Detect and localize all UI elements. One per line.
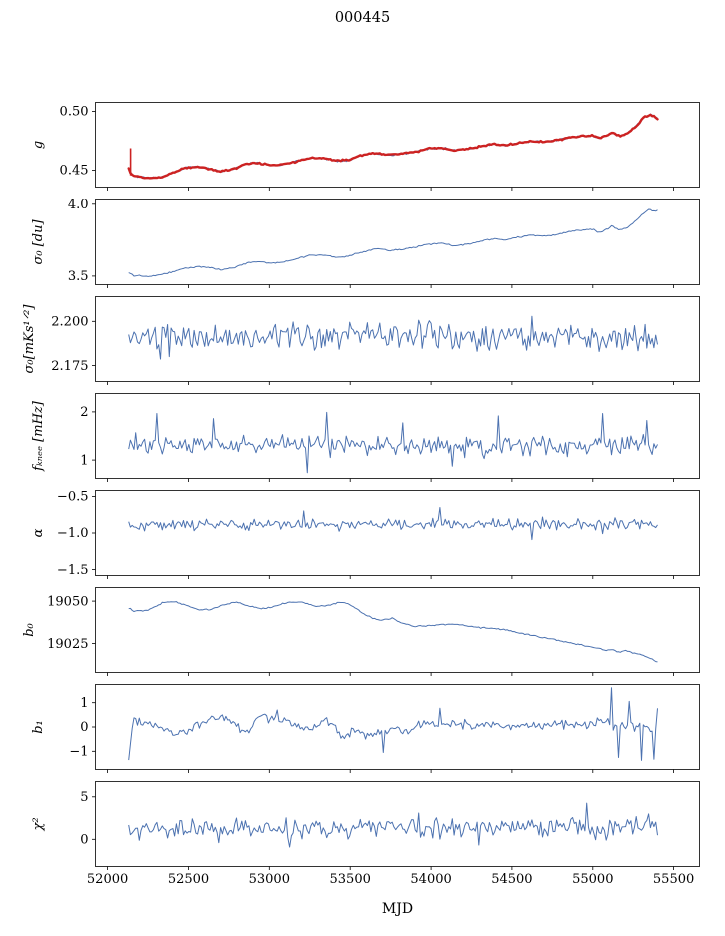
panel-f-knee: 1 2 fₖₙₑₑ [mHz] <box>31 393 700 482</box>
y-tick-label: 19025 <box>47 637 88 652</box>
y-tick-label: 1 <box>80 453 88 468</box>
y-tick-label: 0 <box>80 833 88 848</box>
axes-box <box>95 490 700 576</box>
series-line-b1 <box>128 687 658 761</box>
y-tick-label: 0.50 <box>60 105 89 120</box>
panel-chi2: 52000 52500 53000 53500 54000 54500 55000 55500… <box>31 781 700 887</box>
axes-box <box>95 296 700 382</box>
y-tick-label: 2.200 <box>51 315 88 330</box>
y-tick-label: 4.0 <box>68 199 89 212</box>
panels-container: 0.45 0.50 g 3.5 4.0 σ₀ [du] 2.175 2.200 σ₀[mKs¹ᐟ… <box>0 102 725 899</box>
y-axis-label-chi2: χ² <box>31 817 46 831</box>
x-tick-label: 55500 <box>653 872 694 887</box>
series-line-f-knee <box>128 411 658 474</box>
x-tick-label: 53000 <box>249 872 290 887</box>
y-tick-label: −1 <box>69 745 88 760</box>
y-tick-label: −0.5 <box>57 490 89 505</box>
y-axis-label-b1: b₁ <box>31 720 46 734</box>
y-tick-label: 3.5 <box>68 269 89 284</box>
panel-b0: 19025 19050 b₀ <box>22 587 700 676</box>
y-tick-label: 19050 <box>47 594 88 609</box>
series-line-alpha <box>128 506 658 541</box>
panel-sigma0-du: 3.5 4.0 σ₀ [du] <box>31 199 700 288</box>
panel-sigma0-mks: 2.175 2.200 σ₀[mKs¹ᐟ²] <box>22 296 700 385</box>
figure-title: 000445 <box>334 10 391 26</box>
series-line-chi2 <box>128 802 658 848</box>
axes-box <box>95 199 700 285</box>
y-tick-label: 0 <box>80 720 88 735</box>
y-tick-label: 5 <box>80 790 88 805</box>
x-axis-label: MJD <box>381 901 414 917</box>
series-overlay-g <box>127 113 659 180</box>
panel-alpha: −0.5 −1.0 −1.5 α <box>31 490 700 579</box>
x-tick-label: 52000 <box>87 872 128 887</box>
y-tick-label: −1.5 <box>57 563 89 578</box>
y-tick-label: −1.0 <box>57 526 89 541</box>
panel-g: 0.45 0.50 g <box>31 102 700 191</box>
panel-b1: −1 0 1 b₁ <box>31 684 700 773</box>
y-axis-label-g: g <box>31 141 46 149</box>
series-line-b0 <box>128 601 658 663</box>
series-line-sigma0-mks <box>128 315 658 360</box>
y-axis-label-f-knee: fₖₙₑₑ [mHz] <box>31 400 46 472</box>
axes-box <box>95 393 700 479</box>
y-tick-label: 1 <box>80 696 88 711</box>
x-tick-label: 52500 <box>168 872 209 887</box>
y-axis-label-alpha: α <box>31 528 46 537</box>
y-axis-label-sigma0-du: σ₀ [du] <box>31 219 46 265</box>
axes-box <box>95 587 700 673</box>
y-tick-label: 2.175 <box>51 359 88 374</box>
series-line-sigma0-du <box>128 208 658 277</box>
axes-box <box>95 781 700 867</box>
x-tick-label: 54500 <box>491 872 532 887</box>
y-axis-label-sigma0-mks: σ₀[mKs¹ᐟ²] <box>22 304 37 374</box>
axes-box <box>95 102 700 188</box>
y-tick-label: 0.45 <box>60 164 89 179</box>
y-tick-label: 2 <box>80 405 88 420</box>
y-axis-label-b0: b₀ <box>22 622 37 636</box>
x-tick-label: 53500 <box>330 872 371 887</box>
x-tick-label: 54000 <box>410 872 451 887</box>
x-tick-label: 55000 <box>572 872 613 887</box>
